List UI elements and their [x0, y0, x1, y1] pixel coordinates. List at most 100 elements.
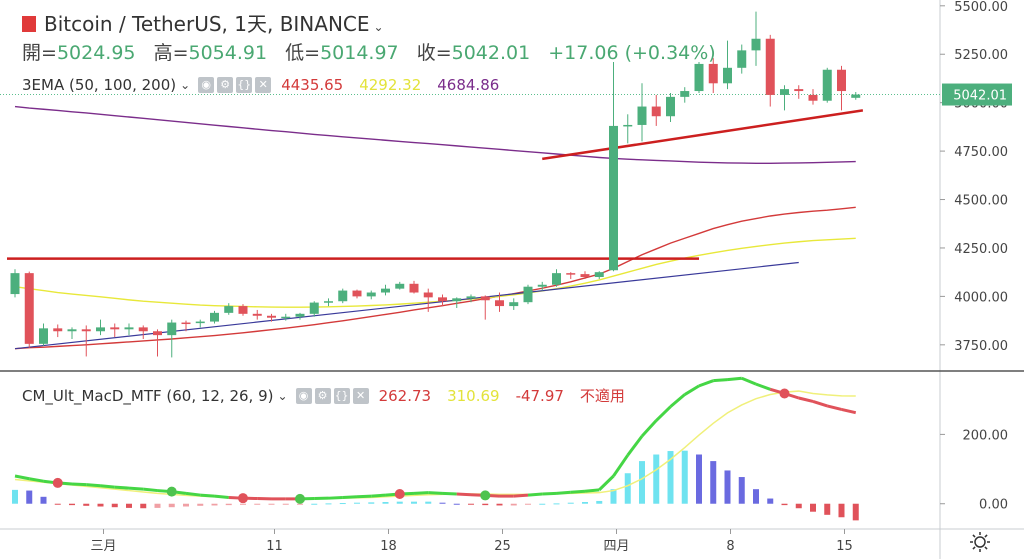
macd-histogram-bar: [767, 498, 774, 504]
ema-line-ema200: [14, 105, 856, 165]
macd-line-segment: [683, 384, 700, 396]
macd-line-segment: [812, 400, 828, 408]
candle-body: [138, 327, 148, 332]
settings-icon[interactable]: [970, 532, 990, 552]
macd-histogram-bar: [567, 502, 574, 504]
macd-histogram-bar: [681, 450, 688, 504]
candle-body: [651, 106, 661, 117]
chevron-down-icon[interactable]: ⌄: [277, 388, 288, 403]
macd-histogram-bar: [496, 503, 503, 506]
macd-line-segment: [428, 491, 443, 495]
macd-cross-point: [295, 493, 305, 504]
macd-histogram-bar: [254, 503, 261, 505]
macd-axis-label: 0.00: [979, 498, 1008, 513]
macd-histogram-bar: [183, 503, 189, 507]
candle-body: [480, 296, 490, 301]
time-axis-label: 四月: [603, 539, 629, 554]
macd-signal-line: [14, 390, 856, 500]
macd-histogram-bar: [368, 502, 375, 504]
candle-body: [252, 313, 262, 316]
macd-histogram-bar: [639, 461, 645, 504]
candle-body: [224, 306, 234, 313]
settings-icon-core: [974, 536, 986, 548]
close-icon[interactable]: ✕: [352, 387, 369, 404]
gear-icon[interactable]: ⚙: [314, 387, 331, 404]
chevron-down-icon[interactable]: ⌄: [180, 78, 191, 92]
candle-body: [110, 327, 120, 330]
macd-histogram-bar: [69, 503, 75, 506]
symbol-title[interactable]: Bitcoin / TetherUS, 1天, BINANCE ⌄: [22, 8, 384, 37]
macd-line-segment: [442, 491, 457, 496]
candle-body: [765, 38, 775, 95]
time-axis-label: 8: [726, 539, 734, 554]
braces-icon[interactable]: {}: [236, 77, 253, 93]
macd-line-segment: [86, 483, 101, 488]
candle-body: [281, 316, 291, 319]
price-axis-label: 4250.00: [954, 242, 1008, 257]
macd-histogram-bar: [40, 496, 47, 504]
macd-line-segment: [556, 490, 571, 495]
macd-line-segment: [542, 491, 557, 496]
macd-line-segment: [371, 493, 386, 498]
price-axis-label: 5250.00: [954, 48, 1008, 63]
candle-body: [124, 327, 134, 330]
gear-icon[interactable]: ⚙: [217, 77, 234, 93]
macd-line-segment: [28, 477, 44, 483]
macd-histogram-bar: [653, 454, 660, 504]
candle-body: [737, 50, 747, 68]
time-axis-label: 18: [380, 539, 397, 554]
macd-line-segment: [669, 393, 686, 408]
binance-logo-icon: [22, 16, 36, 32]
candle-body: [580, 274, 590, 278]
candle-body: [537, 284, 547, 287]
macd-histogram-bar: [439, 502, 446, 504]
candle-body: [210, 312, 219, 322]
candle-body: [680, 91, 690, 97]
braces-icon[interactable]: {}: [333, 387, 350, 404]
macd-histogram-bar: [111, 503, 118, 508]
macd-cross-point: [779, 388, 790, 399]
macd-line-segment: [727, 376, 742, 382]
macd-histogram-bar: [311, 503, 318, 505]
macd-line-segment: [128, 486, 144, 491]
eye-icon[interactable]: ◉: [295, 387, 312, 404]
macd-histogram-bar: [724, 470, 731, 504]
ema-100-value: 4292.32: [359, 76, 422, 94]
close-label: 收: [416, 42, 436, 64]
macd-value: 262.73: [378, 386, 432, 405]
macd-histogram-bar: [525, 503, 531, 505]
candle-body: [324, 301, 333, 303]
macd-line-segment: [513, 493, 529, 498]
macd-line-segment: [713, 378, 728, 383]
macd-line-segment: [356, 494, 372, 499]
ohlc-readout: 開=5024.95 高=5054.91 低=5014.97 收=5042.01 …: [22, 42, 716, 64]
time-axis-label: 三月: [90, 539, 116, 554]
close-value: 5042.01: [451, 42, 531, 64]
macd-line-segment: [626, 435, 644, 457]
macd-histogram-bar: [140, 503, 147, 509]
low-label: 低: [285, 42, 305, 64]
candle-body: [694, 63, 704, 92]
time-axis-label: 15: [836, 539, 853, 554]
close-icon[interactable]: ✕: [255, 77, 272, 93]
macd-legend[interactable]: CM_Ult_MacD_MTF (60, 12, 26, 9) ⌄ ◉ ⚙ {} …: [22, 385, 641, 406]
candle-body: [366, 292, 376, 297]
macd-cross-point: [238, 493, 248, 504]
eye-icon[interactable]: ◉: [198, 77, 215, 93]
candle-body: [837, 69, 846, 92]
candle-body: [594, 272, 604, 278]
candle-body: [637, 106, 647, 125]
macd-histogram-bar: [596, 500, 603, 504]
macd-histogram-bar: [268, 503, 275, 505]
macd-histogram-bar: [738, 477, 745, 504]
macd-histogram-bar: [197, 503, 204, 506]
candle-body: [452, 298, 462, 302]
chevron-down-icon[interactable]: ⌄: [373, 20, 384, 34]
ema-legend[interactable]: 3EMA (50, 100, 200) ⌄ ◉ ⚙ {} ✕ 4435.65 42…: [22, 76, 515, 94]
macd-histogram-bar: [781, 503, 788, 506]
macd-histogram-bar: [12, 489, 18, 504]
macd-line-segment: [841, 407, 857, 415]
last-price-label: 5042.01: [953, 89, 1007, 104]
price-axis-label: 4750.00: [954, 145, 1008, 160]
